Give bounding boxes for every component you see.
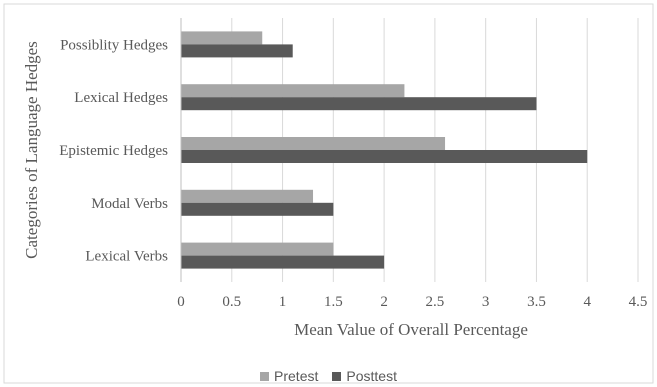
category-label: Epistemic Hedges [59, 143, 168, 159]
x-tick-label: 4.5 [629, 294, 648, 310]
x-tick-label: 3 [482, 294, 490, 310]
category-label: Lexical Verbs [85, 249, 168, 265]
x-tick-labels: 0 0.5 1 1.5 2 2.5 3 3.5 4 4.5 [177, 294, 647, 310]
legend-item-pretest: Pretest [260, 368, 318, 384]
bar-posttest-3 [181, 202, 334, 216]
x-axis-label: Mean Value of Overall Percentage [294, 320, 528, 339]
bar-posttest-1 [181, 97, 537, 111]
legend-swatch-pretest [260, 371, 270, 381]
bar-pretest-4 [181, 242, 334, 256]
x-tick-label: 1.5 [324, 294, 343, 310]
category-label: Lexical Hedges [74, 90, 168, 106]
category-label: Possiblity Hedges [60, 37, 168, 53]
y-axis-label: Categories of Language Hedges [22, 41, 41, 259]
x-tick-label: 1 [279, 294, 287, 310]
x-tick-label: 0 [177, 294, 185, 310]
x-tick-label: 2.5 [426, 294, 445, 310]
chart-border [3, 3, 654, 384]
category-labels: Possiblity Hedges Lexical Hedges Epistemic… [59, 37, 168, 264]
legend: Pretest Posttest [0, 367, 657, 385]
x-tick-label: 3.5 [527, 294, 546, 310]
legend-swatch-posttest [332, 371, 342, 381]
bar-posttest-2 [181, 150, 588, 163]
bar-posttest-4 [181, 255, 385, 269]
bar-posttest-0 [181, 44, 293, 58]
bar-pretest-3 [181, 189, 314, 203]
category-label: Modal Verbs [91, 196, 168, 212]
x-tick-label: 4 [583, 294, 591, 310]
bar-pretest-2 [181, 137, 446, 150]
legend-label-posttest: Posttest [346, 368, 397, 384]
legend-label-pretest: Pretest [274, 368, 319, 384]
x-tick-label: 0.5 [222, 294, 241, 310]
x-tick-label: 2 [380, 294, 388, 310]
legend-item-posttest: Posttest [332, 368, 397, 384]
bar-pretest-0 [181, 31, 263, 45]
bars [180, 18, 588, 282]
bar-pretest-1 [181, 84, 405, 98]
